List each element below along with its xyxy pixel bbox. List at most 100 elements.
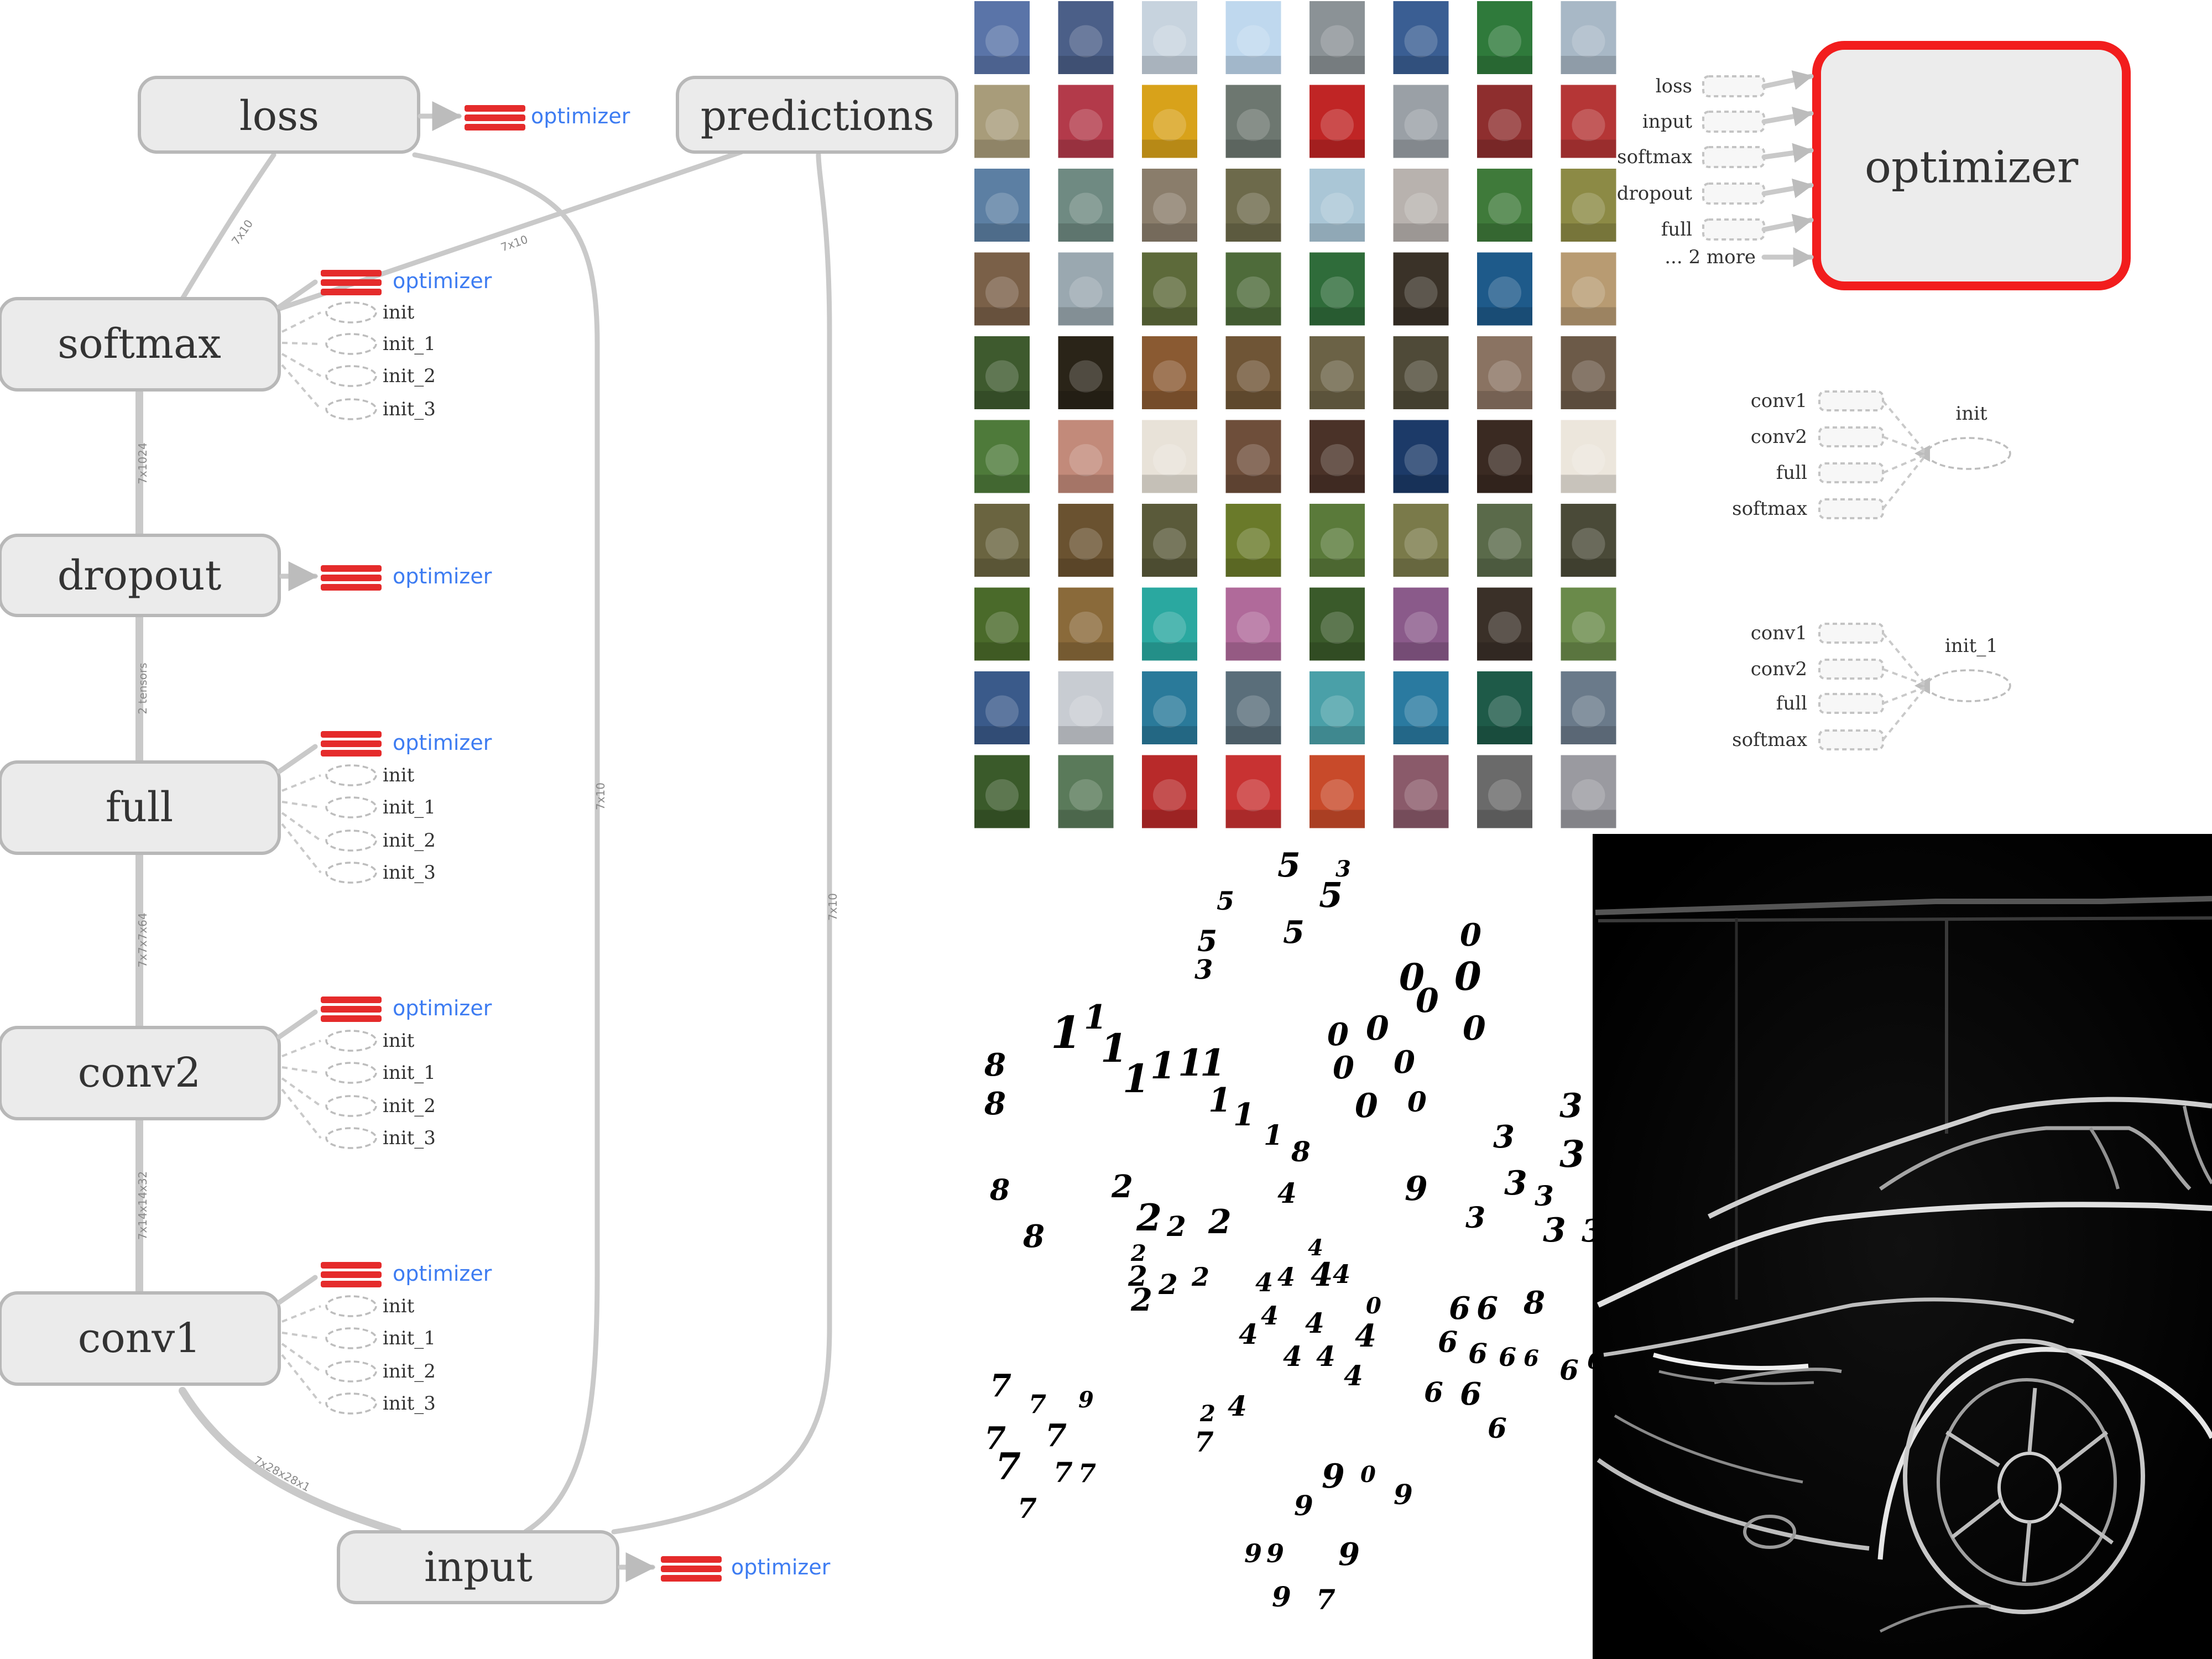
digit-glyph: 6	[1424, 1376, 1443, 1408]
digit-glyph: 6	[1524, 1345, 1539, 1371]
digit-glyph: 1	[1200, 1041, 1225, 1084]
optimizer-icon	[321, 1262, 382, 1287]
optimizer-input-loss[interactable]: loss	[1656, 70, 1814, 97]
digit-glyph: 4	[1305, 1307, 1324, 1339]
optimizer-node[interactable]	[1812, 41, 2131, 290]
digit-glyph: 0	[1327, 1016, 1349, 1053]
optimizer-tag-input[interactable]: optimizer	[618, 1552, 831, 1582]
image-thumbnail	[1393, 587, 1449, 661]
optimizer-tag-conv2[interactable]: optimizer	[276, 996, 492, 1040]
image-thumbnail	[1142, 755, 1197, 828]
edge-label-full-dropout: 2 tensors	[136, 662, 149, 714]
optimizer-more-label: ... 2 more	[1665, 246, 1756, 268]
edge-label-conv1-conv2: 7x14x14x32	[136, 1171, 149, 1240]
optimizer-icon	[321, 731, 382, 757]
init-panel-input[interactable]: softmax	[1732, 688, 1926, 751]
optimizer-tag-softmax[interactable]: optimizer	[276, 269, 492, 310]
init-label[interactable]: init_3	[383, 1127, 436, 1149]
init-label[interactable]: init_2	[383, 830, 436, 852]
optimizer-input-label: dropout	[1617, 182, 1693, 205]
digit-glyph: 5	[1217, 886, 1234, 916]
digit-glyph: 1	[1178, 1041, 1203, 1084]
init-label[interactable]: init	[383, 301, 415, 324]
init-label[interactable]: init_3	[383, 1392, 436, 1415]
init-label[interactable]: init	[383, 764, 415, 786]
digit-glyph: 3	[1535, 1180, 1554, 1212]
node-softmax[interactable]: softmax	[0, 297, 281, 392]
digit-glyph: 0	[1463, 1009, 1486, 1048]
init-label[interactable]: init_1	[383, 796, 436, 818]
image-thumbnail	[1393, 755, 1449, 828]
optimizer-tag-loss[interactable]: optimizer	[418, 101, 630, 131]
init-panel-input[interactable]: conv1	[1751, 622, 1926, 684]
init-label[interactable]: init_1	[383, 1062, 436, 1084]
init-label[interactable]: init_3	[383, 862, 436, 884]
digit-glyph: 9	[1322, 1457, 1345, 1496]
init-panel-input-label: softmax	[1732, 729, 1807, 751]
init-panel-input[interactable]: softmax	[1732, 456, 1926, 520]
init-panel-input[interactable]: conv2	[1751, 658, 1925, 686]
optimizer-tag-dropout[interactable]: optimizer	[279, 561, 492, 591]
init-label[interactable]: init	[383, 1030, 415, 1052]
digit-glyph: 0	[1333, 1050, 1354, 1086]
node-conv2[interactable]: conv2	[0, 1026, 281, 1120]
digit-glyph: 0	[1366, 1009, 1389, 1048]
optimizer-tag-label: optimizer	[393, 564, 492, 588]
optimizer-tag-conv1[interactable]: optimizer	[276, 1261, 492, 1305]
digit-glyph: 4	[1308, 1235, 1323, 1261]
image-thumbnail	[1561, 252, 1616, 326]
init-panel-input[interactable]: conv1	[1751, 390, 1926, 452]
init-label[interactable]: init_3	[383, 398, 436, 420]
optimizer-input-dropout[interactable]: dropout	[1617, 178, 1814, 205]
image-thumbnail	[1393, 420, 1449, 493]
node-predictions[interactable]: predictions	[676, 76, 958, 154]
node-dropout[interactable]: dropout	[0, 534, 281, 617]
image-thumbnail	[1310, 755, 1365, 828]
image-thumbnail	[1561, 587, 1616, 661]
optimizer-input-input[interactable]: input	[1642, 106, 1814, 133]
digit-glyph: 2	[1111, 1168, 1133, 1205]
digit-glyph: 1	[1264, 1119, 1283, 1151]
image-thumbnail	[1225, 755, 1281, 828]
optimizer-input-full[interactable]: full	[1661, 213, 1814, 241]
digit-glyph: 5	[1277, 846, 1301, 885]
node-loss[interactable]: loss	[138, 76, 420, 154]
digit-glyph: 7	[984, 1420, 1006, 1457]
image-thumbnail	[1393, 252, 1449, 326]
digit-glyph: 6	[1468, 1337, 1488, 1370]
init-panel-input[interactable]: conv2	[1751, 426, 1925, 453]
image-thumbnail	[974, 336, 1030, 409]
init-label[interactable]: init_2	[383, 365, 436, 387]
optimizer-tag-full[interactable]: optimizer	[276, 731, 492, 774]
digit-glyph: 9	[1272, 1580, 1291, 1613]
digit-glyph: 2	[1199, 1401, 1215, 1427]
init-panel-input[interactable]: full	[1776, 454, 1925, 484]
digit-glyph: 2	[1128, 1260, 1147, 1292]
digit-glyph: 3	[1559, 1087, 1583, 1125]
init-label[interactable]: init_1	[383, 1327, 436, 1349]
init-label[interactable]: init_2	[383, 1360, 436, 1383]
image-thumbnail	[1310, 169, 1365, 242]
optimizer-input-more[interactable]: ... 2 more	[1665, 246, 1814, 268]
node-input[interactable]: input	[337, 1530, 619, 1604]
init-panel-input[interactable]: full	[1776, 686, 1925, 714]
init-group-full: init init_1 init_2 init_3	[281, 764, 436, 884]
init-label[interactable]: init_2	[383, 1095, 436, 1117]
digit-glyph: 3	[1465, 1201, 1485, 1235]
image-thumbnail	[1561, 169, 1616, 242]
digit-glyph: 1	[1233, 1097, 1255, 1133]
image-thumbnail	[1561, 420, 1616, 493]
image-thumbnail	[1058, 169, 1114, 242]
optimizer-input-label: softmax	[1617, 146, 1692, 168]
init-panel-input-label: conv2	[1751, 426, 1807, 448]
init-panel-input-label: full	[1776, 692, 1807, 714]
image-thumbnail	[1142, 671, 1197, 744]
init-label[interactable]: init	[383, 1295, 415, 1317]
node-conv1[interactable]: conv1	[0, 1291, 281, 1386]
node-full[interactable]: full	[0, 760, 281, 855]
image-thumbnail	[974, 1, 1030, 74]
init-panel-input-label: conv1	[1751, 622, 1807, 644]
init-label[interactable]: init_1	[383, 333, 436, 355]
optimizer-input-softmax[interactable]: softmax	[1617, 143, 1814, 168]
